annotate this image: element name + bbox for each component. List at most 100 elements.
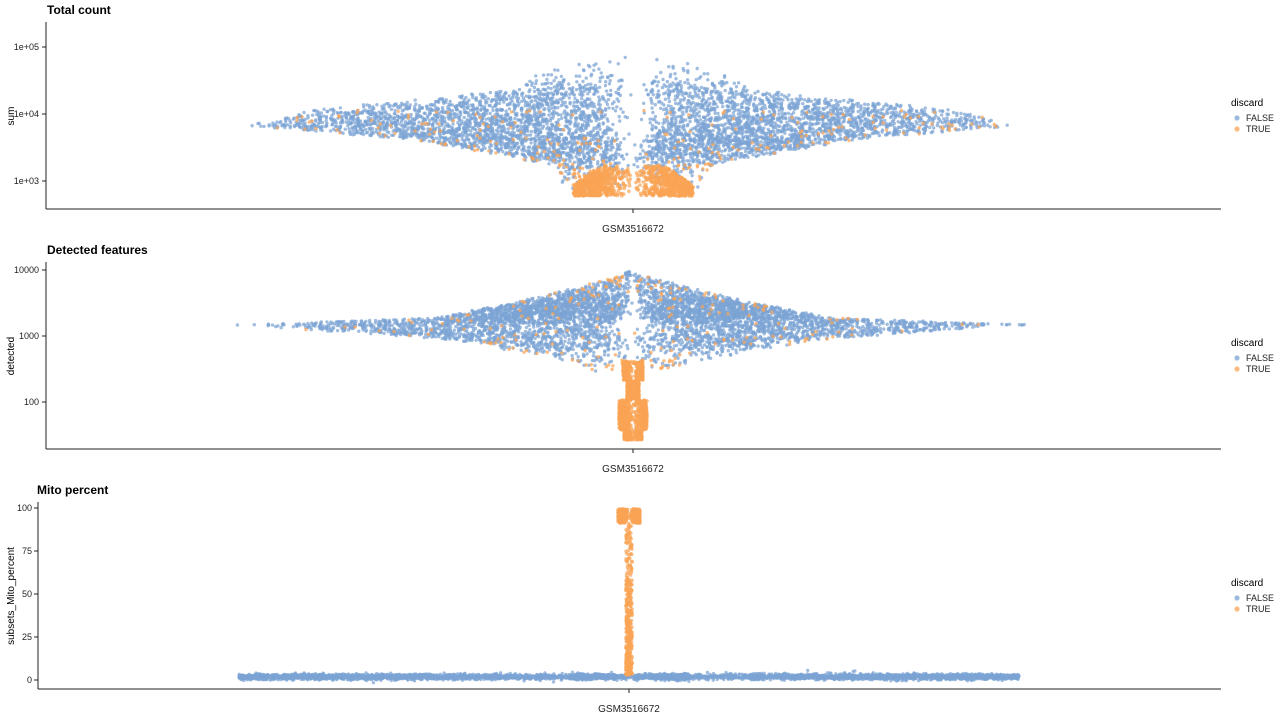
data-point bbox=[559, 74, 564, 79]
data-point bbox=[706, 134, 710, 138]
data-point bbox=[709, 92, 713, 97]
data-point bbox=[672, 164, 676, 168]
data-point bbox=[645, 134, 650, 138]
data-point bbox=[898, 105, 902, 109]
data-point bbox=[589, 133, 593, 138]
data-point bbox=[528, 79, 532, 84]
data-point bbox=[467, 125, 471, 129]
data-point bbox=[644, 138, 649, 142]
data-point bbox=[495, 92, 499, 96]
data-point bbox=[341, 131, 345, 135]
data-point bbox=[434, 118, 438, 123]
data-point bbox=[430, 108, 434, 113]
data-point bbox=[666, 93, 671, 97]
data-point bbox=[696, 120, 700, 125]
data-point bbox=[964, 125, 968, 130]
data-point bbox=[623, 55, 627, 60]
data-point bbox=[794, 129, 799, 133]
data-point bbox=[572, 139, 576, 144]
data-point bbox=[714, 115, 718, 120]
data-point bbox=[806, 104, 811, 109]
data-point bbox=[698, 161, 702, 165]
data-point bbox=[783, 94, 787, 98]
data-point bbox=[417, 104, 422, 108]
data-point bbox=[491, 108, 495, 113]
data-point bbox=[350, 126, 355, 131]
data-point bbox=[650, 126, 654, 131]
data-point bbox=[755, 113, 760, 117]
data-point bbox=[666, 155, 670, 159]
data-point bbox=[719, 91, 723, 95]
data-point bbox=[720, 101, 724, 105]
data-point bbox=[765, 151, 769, 155]
data-point bbox=[549, 103, 554, 107]
data-point bbox=[685, 78, 690, 82]
data-point bbox=[437, 97, 441, 102]
data-point bbox=[414, 109, 418, 113]
data-point bbox=[306, 114, 310, 118]
data-point bbox=[733, 157, 737, 161]
data-point bbox=[669, 84, 674, 88]
data-point bbox=[493, 122, 497, 127]
data-point bbox=[462, 115, 466, 120]
data-point bbox=[580, 97, 584, 101]
data-point bbox=[606, 92, 610, 97]
data-point bbox=[661, 77, 665, 82]
data-point bbox=[805, 115, 810, 119]
data-point bbox=[702, 72, 706, 76]
data-point bbox=[839, 129, 843, 134]
data-point bbox=[363, 127, 368, 132]
data-point bbox=[501, 117, 505, 121]
data-point bbox=[329, 118, 333, 122]
data-point bbox=[722, 154, 727, 158]
data-point bbox=[712, 84, 716, 88]
data-point bbox=[746, 118, 750, 122]
data-point bbox=[780, 108, 784, 112]
data-point bbox=[363, 108, 368, 113]
data-point bbox=[534, 74, 538, 78]
data-point bbox=[400, 101, 404, 106]
data-point bbox=[463, 122, 468, 126]
data-point bbox=[386, 102, 390, 106]
data-point bbox=[292, 116, 296, 120]
data-point bbox=[936, 121, 940, 125]
data-point bbox=[817, 137, 821, 141]
data-point bbox=[617, 114, 621, 119]
data-point bbox=[596, 160, 600, 164]
data-point bbox=[525, 128, 529, 132]
data-point bbox=[426, 115, 430, 120]
data-point bbox=[885, 111, 890, 116]
data-point bbox=[503, 129, 507, 133]
data-point bbox=[710, 133, 714, 137]
data-point bbox=[673, 82, 677, 87]
data-point bbox=[862, 106, 867, 111]
data-point bbox=[662, 107, 666, 112]
data-point bbox=[527, 89, 531, 94]
data-point bbox=[580, 124, 584, 128]
data-point bbox=[372, 121, 376, 126]
data-point bbox=[728, 134, 732, 139]
data-point bbox=[764, 137, 768, 141]
data-point bbox=[650, 101, 654, 105]
data-point bbox=[551, 96, 555, 100]
data-point bbox=[749, 96, 753, 100]
data-point bbox=[621, 157, 626, 161]
data-point bbox=[768, 150, 772, 155]
data-point bbox=[570, 88, 574, 93]
data-point bbox=[458, 94, 462, 99]
data-point bbox=[556, 84, 560, 88]
data-point bbox=[549, 73, 554, 77]
data-point bbox=[299, 125, 303, 130]
data-point bbox=[745, 88, 749, 93]
data-point bbox=[879, 108, 883, 112]
data-point bbox=[618, 119, 622, 123]
data-point bbox=[708, 117, 712, 121]
data-point bbox=[454, 108, 459, 112]
data-point bbox=[455, 103, 459, 108]
data-point bbox=[565, 105, 569, 109]
data-point bbox=[576, 136, 580, 140]
data-point bbox=[647, 150, 651, 155]
data-point bbox=[808, 141, 812, 145]
data-point bbox=[665, 79, 669, 84]
data-point bbox=[782, 124, 787, 128]
